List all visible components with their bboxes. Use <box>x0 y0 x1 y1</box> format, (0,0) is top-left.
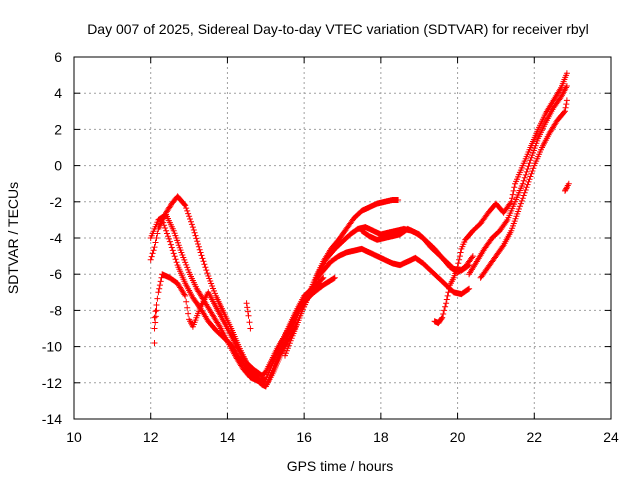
marker-cluster <box>431 70 570 327</box>
marker-cluster <box>312 245 473 298</box>
series-track-k <box>477 97 570 281</box>
marker-cluster <box>151 307 160 346</box>
series-track-i <box>431 70 570 327</box>
marker-cluster <box>466 83 570 278</box>
y-tick-label: -4 <box>50 230 63 246</box>
y-tick-label: -14 <box>42 411 62 427</box>
y-tick-label: -6 <box>50 266 63 282</box>
x-tick-label: 12 <box>143 429 159 445</box>
y-tick-label: 6 <box>54 49 62 65</box>
y-tick-labels: -14 -12 -10 -8 -6 -4 -2 0 2 4 6 <box>42 49 62 427</box>
marker-cluster <box>562 180 572 194</box>
grid-lines <box>74 57 611 419</box>
x-tick-label: 14 <box>220 429 236 445</box>
x-tick-label: 16 <box>296 429 312 445</box>
chart-title: Day 007 of 2025, Sidereal Day-to-day VTE… <box>87 21 589 37</box>
marker-cluster <box>282 197 402 359</box>
marker-cluster <box>159 216 300 390</box>
y-tick-label: -12 <box>42 375 62 391</box>
x-tick-label: 20 <box>450 429 466 445</box>
series-track-c <box>151 271 338 379</box>
series-track-e <box>282 197 402 359</box>
axis-ticks <box>73 56 612 420</box>
x-tick-label: 24 <box>603 429 619 445</box>
x-axis-label: GPS time / hours <box>287 458 394 474</box>
y-tick-label: -10 <box>42 339 62 355</box>
x-tick-label: 22 <box>526 429 542 445</box>
y-tick-label: 4 <box>54 85 62 101</box>
series-track-n <box>562 180 572 194</box>
series-track-j <box>466 83 570 278</box>
series-track-g <box>312 245 473 298</box>
x-tick-label: 18 <box>373 429 389 445</box>
marker-cluster <box>147 211 323 384</box>
series-track-l <box>151 307 160 346</box>
marker-cluster <box>477 97 570 281</box>
marker-cluster <box>151 271 338 379</box>
y-tick-label: 0 <box>54 158 62 174</box>
y-tick-label: -2 <box>50 194 63 210</box>
y-tick-label: -8 <box>50 302 63 318</box>
marker-cluster <box>243 300 254 332</box>
data-points <box>147 70 572 390</box>
series-track-m <box>243 300 254 332</box>
y-axis-label: SDTVAR / TECUs <box>5 182 21 294</box>
series-track-d <box>159 216 300 390</box>
series-track-b <box>147 211 323 384</box>
x-tick-label: 10 <box>66 429 82 445</box>
x-tick-labels: 10 12 14 16 18 20 22 24 <box>66 429 619 445</box>
y-tick-label: 2 <box>54 121 62 137</box>
